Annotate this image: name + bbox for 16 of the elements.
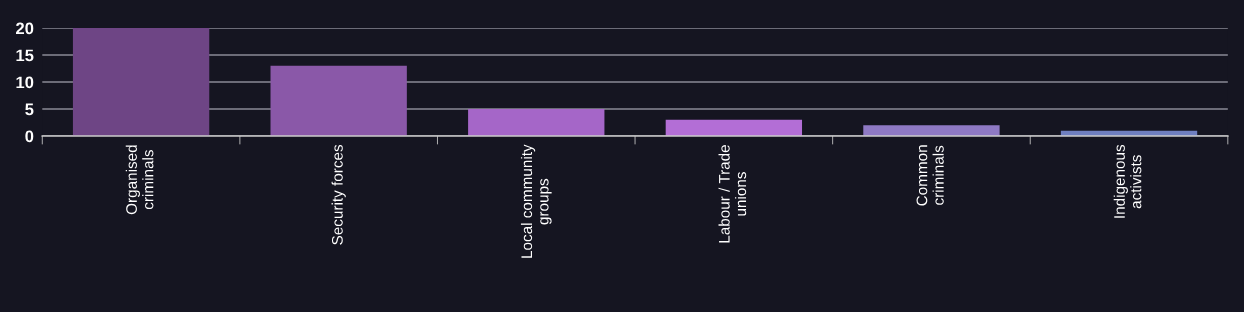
bar (468, 109, 605, 137)
x-tick-label: Security forces (331, 144, 346, 245)
x-tick-label: Indigenous activists (1113, 144, 1142, 218)
x-tick-label: Labour / Trade unions (718, 145, 747, 243)
y-tick-label: 0 (25, 130, 34, 143)
x-tick-label: Organised criminals (125, 145, 154, 215)
y-tick-label: 15 (16, 49, 34, 62)
x-tick-label: Common criminals (916, 145, 944, 206)
y-tick-label: 20 (16, 22, 34, 35)
bar (270, 65, 407, 137)
x-tick-label: Local community groups (520, 144, 552, 258)
y-tick-label: 10 (16, 76, 34, 89)
bar (863, 125, 1000, 137)
y-tick-label: 5 (25, 103, 34, 116)
bar (72, 28, 210, 137)
bar (665, 119, 803, 137)
